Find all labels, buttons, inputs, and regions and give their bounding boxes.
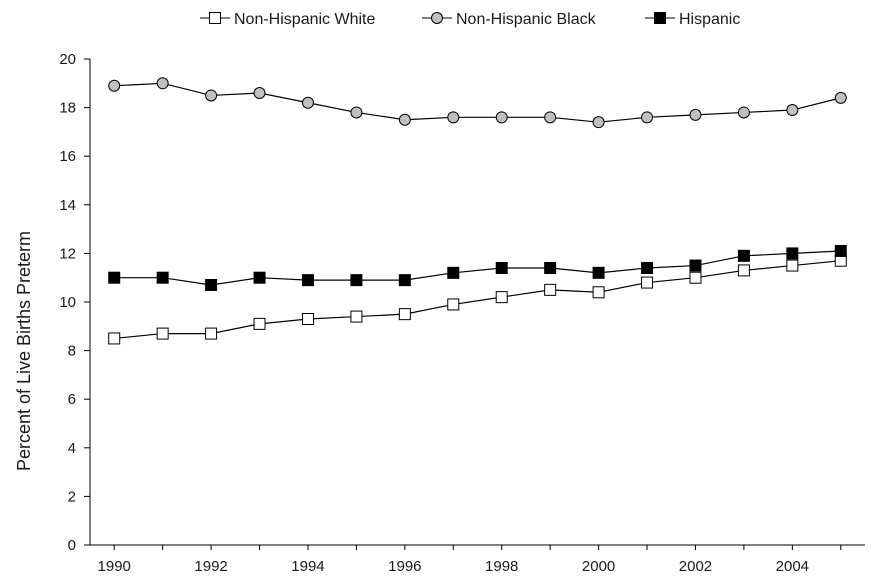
series-line-non-hispanic-white bbox=[114, 260, 841, 340]
legend-item-non-hispanic-white: Non-Hispanic White bbox=[200, 11, 375, 28]
x-tick-label: 1994 bbox=[291, 558, 324, 575]
data-point bbox=[786, 247, 799, 260]
data-point bbox=[786, 259, 799, 272]
legend-label-hispanic: Hispanic bbox=[679, 11, 740, 28]
y-tick-label: 10 bbox=[59, 294, 76, 311]
data-point bbox=[156, 77, 169, 90]
series-layer bbox=[108, 77, 847, 345]
data-point bbox=[398, 113, 411, 126]
data-point bbox=[398, 308, 411, 321]
data-point bbox=[253, 317, 266, 330]
data-point bbox=[544, 261, 557, 274]
data-point bbox=[737, 249, 750, 262]
legend-marker-non-hispanic-white bbox=[209, 12, 221, 24]
data-point bbox=[447, 266, 460, 279]
data-point bbox=[398, 274, 411, 287]
data-point bbox=[205, 278, 218, 291]
data-point bbox=[350, 310, 363, 323]
data-point bbox=[641, 276, 654, 289]
legend-marker-hispanic bbox=[654, 12, 666, 24]
data-point bbox=[253, 271, 266, 284]
series-hispanic bbox=[108, 244, 847, 291]
data-point bbox=[108, 271, 121, 284]
data-point bbox=[592, 286, 605, 299]
data-point bbox=[786, 104, 799, 117]
data-point bbox=[689, 271, 702, 284]
y-tick-label: 4 bbox=[68, 440, 76, 457]
series-non-hispanic-white bbox=[108, 254, 847, 345]
data-point bbox=[253, 87, 266, 100]
data-point bbox=[495, 261, 508, 274]
data-point bbox=[156, 271, 169, 284]
legend: Non-Hispanic White Non-Hispanic Black Hi… bbox=[200, 11, 740, 28]
y-tick-label: 6 bbox=[68, 391, 76, 408]
y-tick-label: 12 bbox=[59, 245, 76, 262]
data-point bbox=[156, 327, 169, 340]
y-tick-label: 14 bbox=[59, 197, 76, 214]
data-point bbox=[108, 332, 121, 345]
data-point bbox=[205, 327, 218, 340]
x-tick-label: 2000 bbox=[582, 558, 615, 575]
data-point bbox=[544, 283, 557, 296]
data-point bbox=[447, 298, 460, 311]
legend-label-non-hispanic-white: Non-Hispanic White bbox=[234, 11, 375, 28]
x-tick-label: 1996 bbox=[388, 558, 421, 575]
x-tick-label: 2004 bbox=[776, 558, 809, 575]
y-tick-label: 16 bbox=[59, 148, 76, 165]
y-axis-title: Percent of Live Births Preterm bbox=[14, 231, 34, 471]
data-point bbox=[592, 266, 605, 279]
y-tick-label: 2 bbox=[68, 488, 76, 505]
data-point bbox=[495, 291, 508, 304]
data-point bbox=[350, 274, 363, 287]
x-tick-label: 1998 bbox=[485, 558, 518, 575]
y-tick-label: 8 bbox=[68, 343, 76, 360]
series-line-non-hispanic-black bbox=[114, 82, 841, 123]
series-non-hispanic-black bbox=[108, 77, 847, 129]
x-tick-label: 2002 bbox=[679, 558, 712, 575]
data-point bbox=[689, 108, 702, 121]
legend-item-hispanic: Hispanic bbox=[645, 11, 740, 28]
data-point bbox=[641, 111, 654, 124]
data-point bbox=[301, 274, 314, 287]
series-line-hispanic bbox=[114, 250, 841, 286]
data-point bbox=[834, 244, 847, 257]
data-point bbox=[641, 261, 654, 274]
legend-marker-non-hispanic-black bbox=[431, 12, 443, 24]
axes: 0 2 4 6 8 10 12 14 16 18 20 1990 1992 1994 1996 1998 200… bbox=[59, 51, 865, 575]
data-point bbox=[544, 111, 557, 124]
data-point bbox=[689, 259, 702, 272]
y-tick-label: 0 bbox=[68, 537, 76, 554]
x-tick-label: 1990 bbox=[98, 558, 131, 575]
data-point bbox=[205, 89, 218, 102]
legend-label-non-hispanic-black: Non-Hispanic Black bbox=[456, 11, 597, 28]
data-point bbox=[592, 116, 605, 129]
y-tick-label: 20 bbox=[59, 51, 76, 68]
data-point bbox=[301, 96, 314, 109]
y-tick-label: 18 bbox=[59, 100, 76, 117]
data-point bbox=[495, 111, 508, 124]
data-point bbox=[301, 313, 314, 326]
x-tick-label: 1992 bbox=[194, 558, 227, 575]
data-point bbox=[447, 111, 460, 124]
legend-item-non-hispanic-black: Non-Hispanic Black bbox=[422, 11, 597, 28]
data-point bbox=[350, 106, 363, 119]
data-point bbox=[737, 106, 750, 119]
data-point bbox=[834, 91, 847, 104]
data-point bbox=[108, 79, 121, 92]
data-point bbox=[737, 264, 750, 277]
